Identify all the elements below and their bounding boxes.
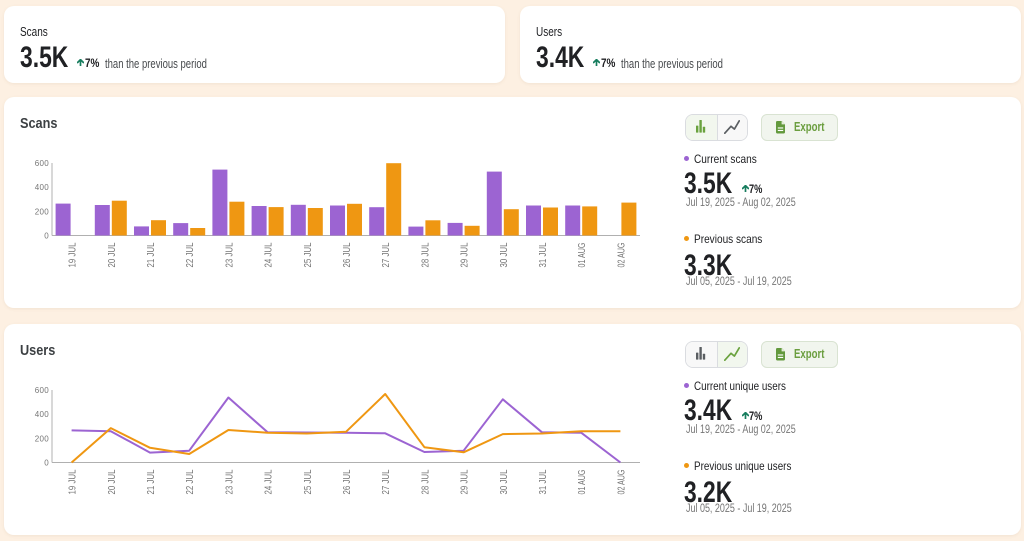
- svg-text:29 JUL: 29 JUL: [460, 469, 471, 494]
- svg-text:31 JUL: 31 JUL: [538, 242, 549, 267]
- svg-text:26 JUL: 26 JUL: [342, 469, 353, 494]
- svg-text:400: 400: [35, 183, 49, 192]
- svg-text:31 JUL: 31 JUL: [538, 469, 549, 494]
- svg-text:02 AUG: 02 AUG: [616, 242, 627, 267]
- svg-text:23 JUL: 23 JUL: [224, 469, 235, 494]
- svg-text:22 JUL: 22 JUL: [185, 242, 196, 267]
- svg-text:28 JUL: 28 JUL: [420, 469, 431, 494]
- svg-text:24 JUL: 24 JUL: [264, 469, 275, 494]
- svg-text:19 JUL: 19 JUL: [68, 469, 79, 494]
- svg-text:30 JUL: 30 JUL: [499, 242, 510, 267]
- svg-text:25 JUL: 25 JUL: [303, 469, 314, 494]
- svg-text:0: 0: [44, 459, 49, 468]
- svg-text:20 JUL: 20 JUL: [107, 242, 118, 267]
- svg-text:21 JUL: 21 JUL: [146, 242, 157, 267]
- svg-text:25 JUL: 25 JUL: [303, 242, 314, 267]
- svg-text:01 AUG: 01 AUG: [577, 242, 588, 267]
- svg-text:200: 200: [35, 207, 49, 216]
- svg-text:400: 400: [35, 410, 49, 419]
- svg-text:27 JUL: 27 JUL: [381, 242, 392, 267]
- svg-text:600: 600: [35, 386, 49, 395]
- svg-text:23 JUL: 23 JUL: [224, 242, 235, 267]
- svg-text:19 JUL: 19 JUL: [68, 242, 79, 267]
- svg-text:24 JUL: 24 JUL: [264, 242, 275, 267]
- svg-text:28 JUL: 28 JUL: [420, 242, 431, 267]
- svg-text:22 JUL: 22 JUL: [185, 469, 196, 494]
- svg-text:02 AUG: 02 AUG: [616, 469, 627, 494]
- svg-text:200: 200: [35, 434, 49, 443]
- svg-text:21 JUL: 21 JUL: [146, 469, 157, 494]
- svg-text:01 AUG: 01 AUG: [577, 469, 588, 494]
- svg-text:29 JUL: 29 JUL: [460, 242, 471, 267]
- svg-text:0: 0: [44, 232, 49, 241]
- svg-text:20 JUL: 20 JUL: [107, 469, 118, 494]
- svg-text:600: 600: [35, 159, 49, 168]
- svg-text:27 JUL: 27 JUL: [381, 469, 392, 494]
- svg-text:30 JUL: 30 JUL: [499, 469, 510, 494]
- svg-text:26 JUL: 26 JUL: [342, 242, 353, 267]
